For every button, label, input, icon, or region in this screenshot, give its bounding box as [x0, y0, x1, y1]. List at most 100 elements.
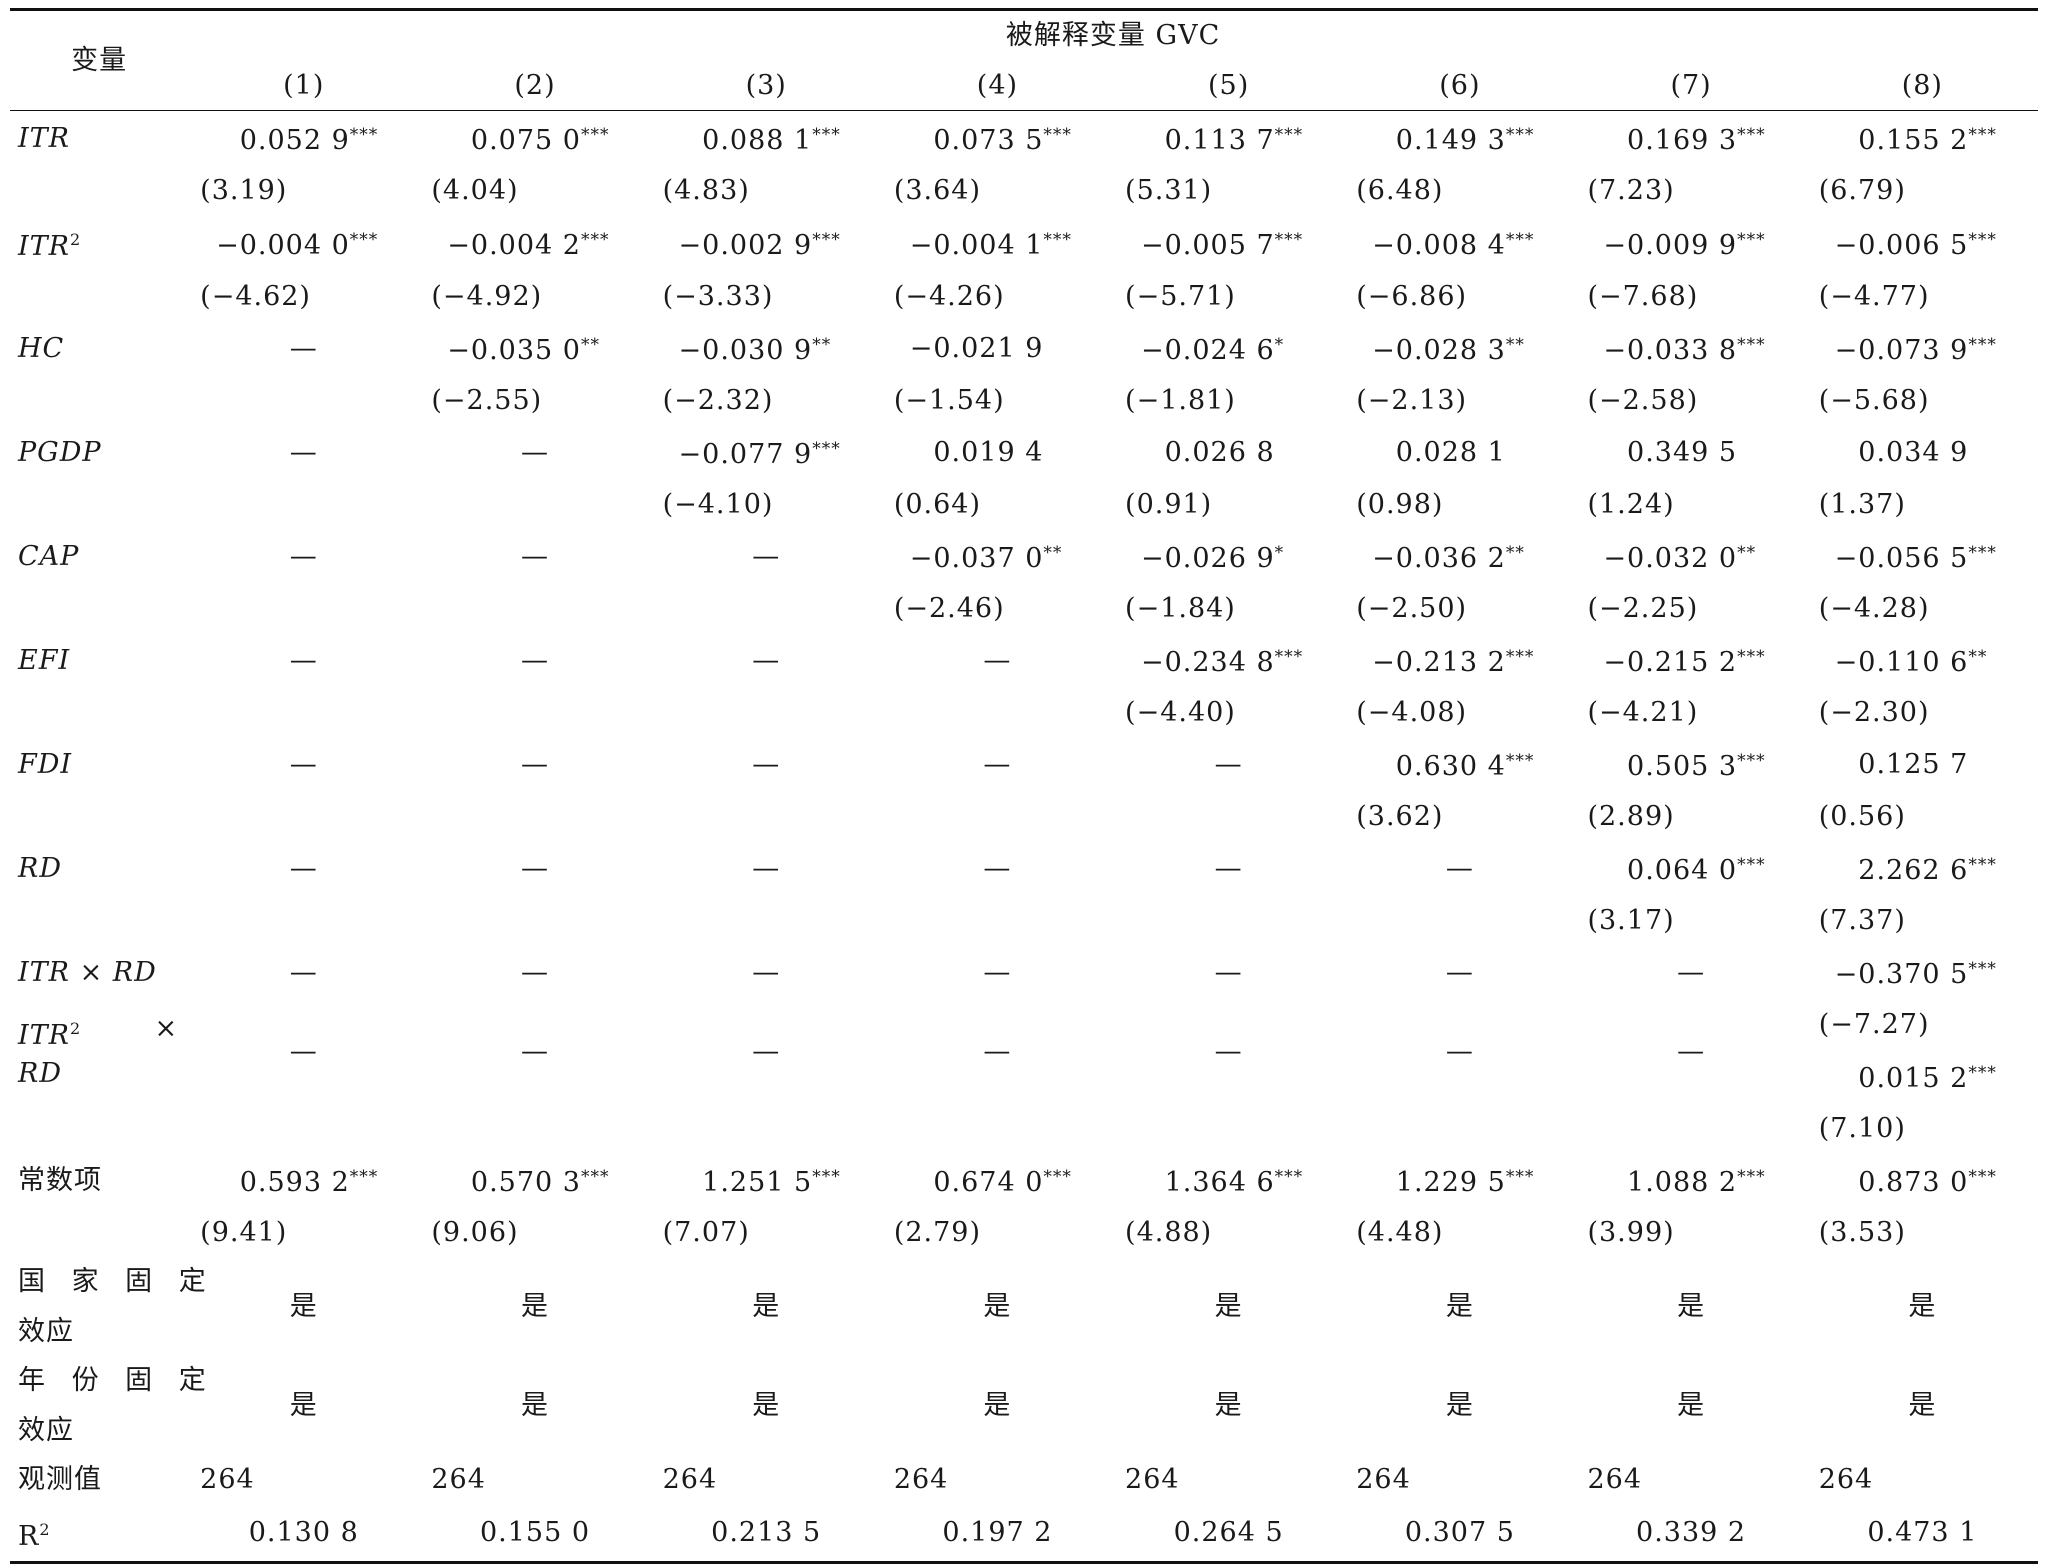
row-label-text: 常数项 — [18, 1164, 102, 1196]
empty-cell — [1344, 1104, 1575, 1154]
row-label-country-fe: 国 家 固 定效应 — [10, 1257, 206, 1356]
coefficient-cell: 0.125 7 — [1807, 737, 2038, 792]
table-row-tstat: (−2.55) (−2.32) (−1.54) (−1.81) (−2.13) (−2.5… — [10, 376, 2038, 426]
table-row-itr-x-rd: ITR × RD — — — — — — — −0.370 5*** — [10, 945, 2038, 1000]
superscript: 2 — [70, 230, 82, 249]
row-label-text: R — [18, 1520, 40, 1552]
t-statistic — [1113, 896, 1344, 946]
coefficient-cell: 0.674 0*** — [882, 1153, 1113, 1208]
coefficient-value: −0.008 4 — [1372, 230, 1506, 261]
significance-stars: *** — [1968, 1167, 1997, 1187]
empty-cell — [651, 1104, 882, 1154]
coefficient-cell: 0.064 0*** — [1575, 841, 1806, 896]
column-header-2: (2) — [419, 60, 651, 111]
significance-stars: *** — [812, 1167, 841, 1187]
t-statistic: (−4.77) — [1818, 280, 1930, 312]
significance-stars: * — [1274, 543, 1285, 563]
empty-dash: — — [520, 852, 549, 884]
row-label-pgdp: PGDP — [10, 425, 188, 480]
row-label-text: EFI — [18, 644, 71, 676]
coefficient-cell: −0.006 5*** — [1807, 215, 2038, 272]
empty-dash: — — [289, 540, 318, 572]
coefficient-value: −0.026 9 — [1140, 543, 1275, 574]
fixed-effect-yes: 是 — [983, 1389, 1012, 1421]
table-row-constant: 常数项 0.593 2*** 0.570 3*** 1.251 5*** 0.674 0… — [10, 1153, 2038, 1208]
coefficient-cell: −0.035 0** — [419, 321, 650, 376]
coefficient-cell: 0.570 3*** — [419, 1153, 650, 1208]
coefficient-cell: 0.113 7*** — [1113, 111, 1344, 166]
coefficient-value: 0.088 1 — [702, 125, 813, 156]
empty-dash: — — [520, 644, 549, 676]
t-statistic: (−2.58) — [1587, 384, 1699, 416]
t-statistic: (0.98) — [1356, 488, 1444, 520]
observation-count: 264 — [200, 1464, 255, 1495]
superscript: 2 — [70, 1019, 82, 1038]
observation-count: 264 — [431, 1464, 486, 1495]
times-sign: × — [154, 1013, 179, 1044]
coefficient-cell: 0.149 3*** — [1344, 111, 1575, 166]
coefficient-value: −0.028 3 — [1372, 335, 1506, 366]
coefficient-cell: −0.037 0** — [882, 529, 1113, 584]
t-statistic: (5.31) — [1125, 174, 1213, 206]
empty-dash: — — [289, 436, 318, 468]
observation-count: 264 — [1356, 1464, 1411, 1495]
label-line-2: RD — [18, 1058, 62, 1089]
coefficient-value: 0.155 2 — [1858, 125, 1969, 156]
t-statistic — [651, 584, 882, 634]
column-header-1: (1) — [188, 60, 420, 111]
t-statistic — [651, 792, 882, 842]
row-label-text: PGDP — [18, 436, 102, 468]
coefficient-cell: −0.073 9*** — [1807, 321, 2038, 376]
r-squared-value: 0.197 2 — [942, 1517, 1053, 1548]
coefficient-value: −0.030 9 — [678, 335, 813, 366]
t-statistic: (−4.28) — [1818, 592, 1930, 624]
significance-stars: ** — [1505, 543, 1525, 563]
observation-count: 264 — [893, 1464, 949, 1495]
empty-dash: — — [983, 852, 1012, 884]
coefficient-value: 0.593 2 — [239, 1167, 350, 1198]
row-label-empty — [10, 1104, 188, 1154]
empty-dash: — — [1445, 1035, 1474, 1067]
t-statistic: (0.64) — [893, 488, 981, 520]
t-statistic — [1113, 792, 1344, 842]
significance-stars: *** — [580, 230, 610, 250]
fixed-effect-yes: 是 — [752, 1389, 781, 1421]
column-header-7: (7) — [1575, 60, 1807, 111]
row-label-text: ITR — [18, 231, 71, 262]
t-statistic — [188, 480, 419, 530]
significance-stars: *** — [1505, 647, 1535, 667]
row-label-cap: CAP — [10, 529, 188, 584]
significance-stars: *** — [1737, 855, 1766, 875]
fixed-effect-yes: 是 — [1908, 1389, 1937, 1421]
coefficient-value: −0.033 8 — [1603, 335, 1738, 366]
coefficient-value: −0.024 6 — [1140, 335, 1275, 366]
coefficient-cell: 0.052 9*** — [188, 111, 419, 166]
t-statistic: (−7.68) — [1587, 280, 1699, 312]
r-squared-value: 0.213 5 — [711, 1517, 822, 1548]
table-row-tstat: (−4.62) (−4.92) (−3.33) (−4.26) (−5.71) (−6.8… — [10, 272, 2038, 322]
row-label-itr-x-rd: ITR × RD — [10, 945, 188, 1000]
coefficient-cell: −0.005 7*** — [1113, 215, 1344, 272]
column-header-row: (1) (2) (3) (4) (5) (6) (7) (8) — [10, 60, 2038, 111]
t-statistic — [188, 584, 419, 634]
table-row-tstat: (3.19) (4.04) (4.83) (3.64) (5.31) (6.48) (7.2… — [10, 166, 2038, 216]
table-row-tstat: (−2.46) (−1.84) (−2.50) (−2.25) (−4.28) — [10, 584, 2038, 634]
coefficient-cell: 1.229 5*** — [1344, 1153, 1575, 1208]
coefficient-value: 0.034 9 — [1858, 436, 1969, 468]
coefficient-cell: 0.630 4*** — [1344, 737, 1575, 792]
coefficient-cell: −0.030 9** — [651, 321, 882, 376]
t-statistic: (2.79) — [893, 1216, 981, 1248]
label-line-1: 年 份 固 定 — [18, 1365, 215, 1396]
significance-stars: ** — [1968, 647, 1988, 667]
column-header-3: (3) — [650, 60, 882, 111]
empty-cell — [1575, 1104, 1806, 1154]
t-statistic: (−7.27) — [1818, 1008, 1930, 1040]
coefficient-value: −0.036 2 — [1372, 543, 1506, 574]
t-statistic: (9.06) — [431, 1216, 519, 1248]
t-statistic — [188, 376, 419, 426]
row-label-text: ITR — [18, 1020, 71, 1051]
coefficient-value: −0.234 8 — [1140, 647, 1275, 678]
coefficient-value: 0.073 5 — [933, 125, 1044, 156]
row-label-empty — [10, 792, 188, 842]
t-statistic: (−4.92) — [431, 280, 543, 312]
